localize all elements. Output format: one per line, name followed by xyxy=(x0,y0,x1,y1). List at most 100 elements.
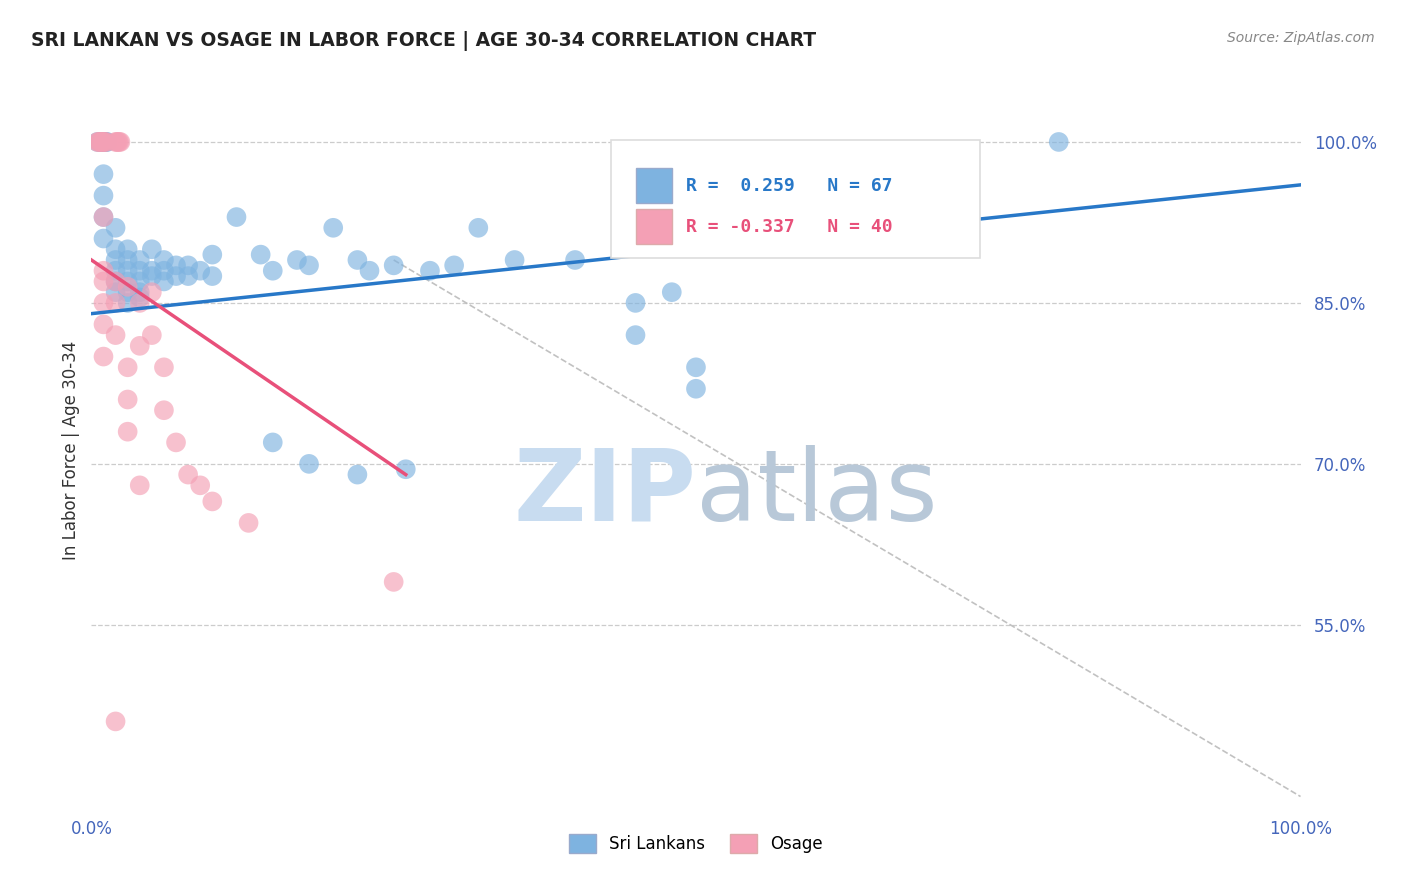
Point xyxy=(177,467,200,482)
Point xyxy=(153,403,176,417)
Point xyxy=(89,135,111,149)
Point xyxy=(93,296,115,310)
Point xyxy=(503,252,526,267)
Point xyxy=(117,392,139,407)
Point xyxy=(117,296,139,310)
Point xyxy=(117,280,139,294)
Point xyxy=(93,210,115,224)
Point xyxy=(86,135,108,149)
Point xyxy=(141,242,163,256)
Point xyxy=(661,285,683,300)
Point xyxy=(177,258,200,272)
Point xyxy=(128,252,150,267)
Point xyxy=(866,188,889,202)
Point xyxy=(346,467,368,482)
Point xyxy=(128,478,150,492)
Point xyxy=(165,258,187,272)
Point xyxy=(93,135,115,149)
Point xyxy=(153,263,176,277)
Point xyxy=(382,574,405,589)
Bar xyxy=(636,209,672,244)
Point xyxy=(382,258,405,272)
Point xyxy=(117,252,139,267)
Point xyxy=(87,135,110,149)
Point xyxy=(104,275,127,289)
Point xyxy=(262,435,284,450)
Point xyxy=(359,263,381,277)
Point xyxy=(165,269,187,284)
Point xyxy=(201,269,224,284)
Point xyxy=(1047,135,1070,149)
Y-axis label: In Labor Force | Age 30-34: In Labor Force | Age 30-34 xyxy=(62,341,80,560)
Point xyxy=(90,135,112,149)
Point xyxy=(104,263,127,277)
Point xyxy=(262,263,284,277)
Point xyxy=(117,285,139,300)
Point xyxy=(90,135,112,149)
Point xyxy=(128,285,150,300)
Point xyxy=(117,263,139,277)
Point xyxy=(104,220,127,235)
Point xyxy=(128,296,150,310)
Point xyxy=(564,252,586,267)
Text: atlas: atlas xyxy=(696,445,938,541)
Point xyxy=(624,328,647,343)
Point xyxy=(104,285,127,300)
Point xyxy=(93,167,115,181)
Point xyxy=(298,457,321,471)
Point xyxy=(117,425,139,439)
Point xyxy=(93,318,115,332)
Point xyxy=(153,275,176,289)
Point xyxy=(285,252,308,267)
Point xyxy=(117,360,139,375)
Point xyxy=(93,231,115,245)
Point xyxy=(93,210,115,224)
Point xyxy=(104,328,127,343)
Point xyxy=(346,252,368,267)
Point xyxy=(685,382,707,396)
Point xyxy=(128,291,150,305)
Point xyxy=(141,263,163,277)
Point xyxy=(93,188,115,202)
Point xyxy=(419,263,441,277)
Point xyxy=(110,135,132,149)
Point xyxy=(104,296,127,310)
Point xyxy=(104,135,127,149)
Point xyxy=(153,360,176,375)
Point xyxy=(94,135,117,149)
Point xyxy=(93,263,115,277)
Point xyxy=(128,339,150,353)
Point xyxy=(117,242,139,256)
Point xyxy=(188,263,211,277)
Text: R = -0.337   N = 40: R = -0.337 N = 40 xyxy=(686,218,893,235)
Point xyxy=(467,220,489,235)
Point xyxy=(108,135,131,149)
Point xyxy=(94,135,117,149)
Point xyxy=(96,135,118,149)
Text: ZIP: ZIP xyxy=(513,445,696,541)
Point xyxy=(188,478,211,492)
Point xyxy=(141,328,163,343)
Point xyxy=(395,462,418,476)
Point xyxy=(104,252,127,267)
Point xyxy=(93,135,115,149)
Text: SRI LANKAN VS OSAGE IN LABOR FORCE | AGE 30-34 CORRELATION CHART: SRI LANKAN VS OSAGE IN LABOR FORCE | AGE… xyxy=(31,31,815,51)
Point xyxy=(91,135,114,149)
Point xyxy=(249,247,271,261)
Point xyxy=(89,135,111,149)
Point xyxy=(128,275,150,289)
Point xyxy=(624,296,647,310)
Point xyxy=(104,714,127,729)
Point xyxy=(153,252,176,267)
Point xyxy=(322,220,344,235)
FancyBboxPatch shape xyxy=(612,140,980,258)
Point xyxy=(141,269,163,284)
Point xyxy=(128,263,150,277)
Point xyxy=(685,360,707,375)
Point xyxy=(104,275,127,289)
Point xyxy=(93,135,115,149)
Point xyxy=(238,516,260,530)
Point xyxy=(298,258,321,272)
Point xyxy=(165,435,187,450)
Text: Source: ZipAtlas.com: Source: ZipAtlas.com xyxy=(1227,31,1375,45)
